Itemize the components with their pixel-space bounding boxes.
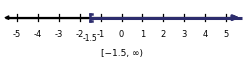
Text: 2: 2 xyxy=(161,30,166,39)
Text: 5: 5 xyxy=(224,30,229,39)
Text: 1: 1 xyxy=(140,30,145,39)
Text: 3: 3 xyxy=(182,30,187,39)
Text: -5: -5 xyxy=(13,30,21,39)
Text: -1.5: -1.5 xyxy=(83,34,97,43)
Text: 4: 4 xyxy=(203,30,208,39)
Text: -2: -2 xyxy=(76,30,84,39)
Text: 0: 0 xyxy=(119,30,124,39)
Text: -4: -4 xyxy=(34,30,42,39)
Text: -1: -1 xyxy=(96,30,105,39)
Text: [−1.5, ∞): [−1.5, ∞) xyxy=(101,49,142,58)
Text: -3: -3 xyxy=(54,30,63,39)
